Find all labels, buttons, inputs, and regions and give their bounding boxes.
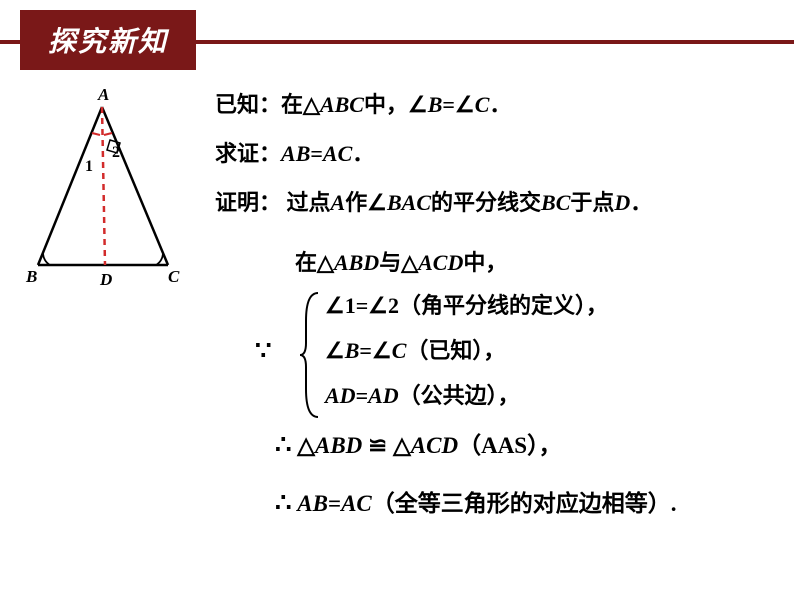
s2-3: 中， (463, 250, 507, 275)
c1-acd: ACD (411, 433, 458, 458)
given-t2: 中， (364, 92, 408, 117)
side-ab (38, 107, 102, 265)
given-t1: 在 (281, 92, 303, 117)
s2-1: 在 (295, 250, 317, 275)
proof-label: 证明： (215, 190, 281, 215)
c2-ab: AB (297, 491, 328, 516)
label-c: C (168, 267, 180, 286)
c2-eq: = (328, 491, 341, 516)
c2-ac: AC (341, 491, 372, 516)
header-title: 探究新知 (20, 10, 196, 70)
i3-eq: = (356, 383, 369, 408)
s1-3: 的平分线交 (431, 190, 541, 215)
s2-tri2: △ (401, 250, 418, 275)
i3-reason: （公共边）， (399, 383, 520, 408)
conclusion1: ∴ △ABD ≌ △ACD（AAS）， (275, 427, 775, 463)
therefore-1: ∴ (275, 430, 292, 459)
c1-aas: （AAS）， (458, 433, 562, 458)
period-1: ． (489, 92, 511, 117)
label-angle-1: 1 (85, 158, 93, 175)
s1-2: 作 (345, 190, 367, 215)
given-line: 已知：在△ABC中，∠B=∠C． (215, 90, 775, 121)
label-b: B (25, 267, 37, 286)
period-2: ． (352, 141, 374, 166)
i2-ang1: ∠ (325, 338, 345, 363)
s1-ang: ∠ (367, 190, 387, 215)
i1-reason: （角平分线的定义）， (399, 293, 608, 318)
var-b: B (428, 92, 443, 117)
i1-2: 2 (388, 293, 399, 318)
i2-eq: = (359, 338, 372, 363)
triangle-diagram: A B C D 1 2 (20, 85, 200, 305)
eq-2: = (310, 141, 323, 166)
prove-line: 求证：AB=AC． (215, 139, 775, 170)
s1-period: ． (630, 190, 652, 215)
diagram-svg: A B C D 1 2 (20, 85, 200, 305)
c1-tri1: △ (297, 433, 315, 458)
i2-ang2: ∠ (372, 338, 392, 363)
bracket-items: ∠1=∠2（角平分线的定义）， ∠B=∠C（已知）， AD=AD（公共边）， (325, 291, 775, 411)
label-a: A (97, 85, 109, 104)
proof-text: 已知：在△ABC中，∠B=∠C． 求证：AB=AC． 证明： 过点A作∠BAC的… (215, 90, 775, 537)
c2-reason: （全等三角形的对应边相等）. (372, 491, 677, 516)
i2-c: C (392, 338, 407, 363)
s2-acd: ACD (418, 250, 463, 275)
because-symbol: ∵ (255, 333, 272, 369)
i2-b: B (345, 338, 360, 363)
i1-ang2: ∠ (368, 293, 388, 318)
s1-bac: BAC (387, 190, 431, 215)
therefore-2: ∴ (275, 488, 292, 517)
i1-ang1: ∠ (325, 293, 345, 318)
bracket-icon (300, 291, 325, 419)
s1-a: A (331, 190, 346, 215)
label-angle-2: 2 (112, 144, 120, 161)
item1: ∠1=∠2（角平分线的定义）， (325, 291, 775, 322)
c1-tri2: △ (393, 433, 411, 458)
abc: ABC (320, 92, 364, 117)
conclusion2: ∴ AB=AC（全等三角形的对应边相等）. (275, 485, 775, 521)
s1-bc: BC (541, 190, 570, 215)
side-ac (102, 107, 168, 265)
bisector-tick-right (104, 133, 112, 135)
s2-abd: ABD (334, 250, 379, 275)
angle-sym-2: ∠ (455, 92, 475, 117)
bracket-group: ∵ ∠1=∠2（角平分线的定义）， ∠B=∠C（已知）， AD=AD（公共边）， (275, 291, 775, 411)
s1-d: D (614, 190, 630, 215)
angle-bisector (102, 107, 105, 265)
ab: AB (281, 141, 310, 166)
var-c: C (475, 92, 490, 117)
s2-tri1: △ (317, 250, 334, 275)
i1-eq: = (356, 293, 369, 318)
bisector-tick-left (92, 133, 100, 135)
i3-ad1: AD (325, 383, 356, 408)
label-d: D (99, 270, 112, 289)
item3: AD=AD（公共边）， (325, 381, 775, 412)
prove-label: 求证： (215, 141, 281, 166)
s1-1: 过点 (287, 190, 331, 215)
angle-mark-b (43, 253, 50, 265)
s1-4: 于点 (570, 190, 614, 215)
s2-2: 与 (379, 250, 401, 275)
item2: ∠B=∠C（已知）， (325, 336, 775, 367)
given-label: 已知： (215, 92, 281, 117)
c1-cong: ≌ (368, 433, 387, 458)
angle-mark-c (156, 253, 163, 265)
c1-abd: ABD (315, 433, 362, 458)
i1-1: 1 (345, 293, 356, 318)
i2-reason: （已知）， (406, 338, 505, 363)
angle-sym-1: ∠ (408, 92, 428, 117)
proof-step2: 在△ABD与△ACD中， (295, 248, 775, 279)
tri-sym: △ (303, 92, 320, 117)
i3-ad2: AD (368, 383, 399, 408)
eq-1: = (442, 92, 455, 117)
proof-step1: 证明： 过点A作∠BAC的平分线交BC于点D． (215, 188, 775, 219)
ac: AC (323, 141, 352, 166)
